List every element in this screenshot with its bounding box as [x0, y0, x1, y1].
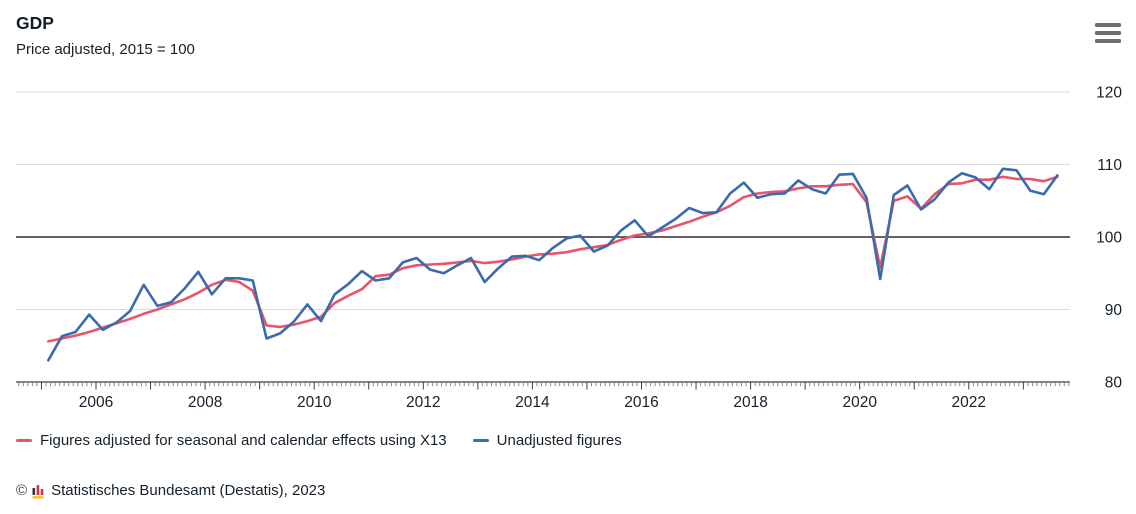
svg-text:110: 110: [1097, 157, 1122, 174]
legend-item-adjusted: Figures adjusted for seasonal and calend…: [16, 432, 447, 449]
svg-text:2018: 2018: [733, 394, 767, 411]
legend-swatch-adjusted-icon: [16, 438, 32, 443]
svg-text:2008: 2008: [188, 394, 222, 411]
gridlines: [16, 91, 1070, 310]
hamburger-menu-icon[interactable]: [1095, 23, 1121, 43]
copyright-line: © Statistisches Bundesamt (Destatis), 20…: [16, 482, 325, 499]
x-axis-labels: 2006 2008 2010 2012 2014 2016 2018 2020 2022: [79, 394, 986, 411]
svg-text:2016: 2016: [624, 394, 658, 411]
copyright-symbol: ©: [16, 482, 28, 499]
svg-text:90: 90: [1105, 302, 1123, 319]
legend-label-adjusted: Figures adjusted for seasonal and calend…: [40, 432, 447, 449]
legend-label-unadjusted: Unadjusted figures: [496, 432, 622, 449]
svg-text:100: 100: [1096, 230, 1122, 247]
svg-text:80: 80: [1105, 375, 1123, 392]
copyright-text: Statistisches Bundesamt (Destatis), 2023: [51, 482, 326, 499]
legend-item-unadjusted: Unadjusted figures: [472, 432, 622, 449]
svg-text:120: 120: [1096, 85, 1122, 102]
svg-text:2014: 2014: [515, 394, 550, 411]
svg-text:2022: 2022: [952, 394, 986, 411]
legend-swatch-unadjusted-icon: [472, 438, 489, 443]
page-title: GDP: [16, 13, 54, 33]
destatis-bar-chart-logo-icon: [32, 485, 44, 499]
chart-legend: Figures adjusted for seasonal and calend…: [16, 432, 622, 449]
svg-text:2010: 2010: [297, 394, 332, 411]
svg-text:2012: 2012: [406, 394, 440, 411]
x-axis-ticks: [18, 382, 1070, 390]
svg-text:2006: 2006: [79, 394, 113, 411]
chart-subtitle: Price adjusted, 2015 = 100: [16, 41, 195, 58]
svg-text:2020: 2020: [842, 394, 877, 411]
series-line-unadjusted: [46, 167, 1059, 362]
y-axis-labels: 80 90 100 110 120: [1096, 85, 1122, 392]
series-line-adjusted: [46, 175, 1059, 343]
